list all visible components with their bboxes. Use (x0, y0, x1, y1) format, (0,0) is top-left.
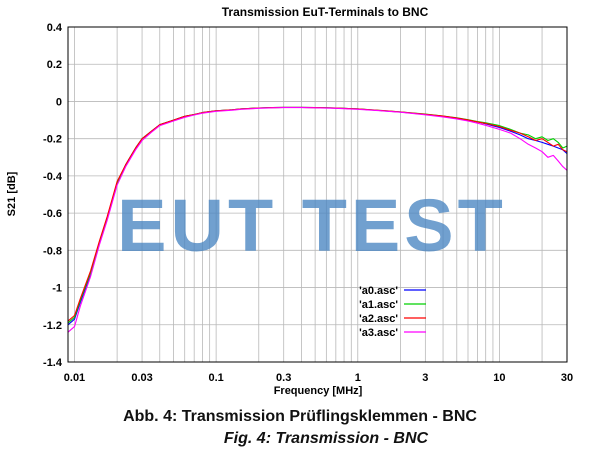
figure-caption-german: Abb. 4: Transmission Prüflingsklemmen - … (123, 408, 477, 425)
x-tick-label: 3 (422, 372, 428, 384)
y-tick-label: -1 (52, 283, 62, 295)
x-tick-label: 10 (493, 372, 505, 384)
y-tick-label: 0 (56, 96, 62, 108)
x-tick-label: 0.03 (131, 372, 152, 384)
y-tick-label: -0.2 (43, 134, 62, 146)
x-tick-label: 0.1 (208, 372, 223, 384)
chart: Transmission EuT-Terminals to BNC 0.4 0.2… (6, 5, 573, 397)
y-tick-label: 0.2 (47, 59, 62, 71)
y-tick-label: -1.2 (43, 320, 62, 332)
legend-label: 'a0.asc' (359, 285, 398, 297)
y-axis-label: S21 [dB] (6, 171, 18, 216)
x-tick-label: 0.01 (64, 372, 85, 384)
plot-frame (67, 26, 568, 363)
legend-label: 'a1.asc' (359, 299, 398, 311)
x-axis-label: Frequency [MHz] (274, 385, 363, 397)
y-tick-label: -0.4 (43, 171, 63, 183)
chart-title: Transmission EuT-Terminals to BNC (222, 5, 429, 19)
figure-caption-english: Fig. 4: Transmission - BNC (223, 430, 429, 447)
tick-labels: 0.4 0.2 0 -0.2 -0.4 -0.6 -0.8 -1 -1.2 -1.40.01 0.0… (43, 22, 573, 384)
y-tick-label: -0.8 (43, 245, 62, 257)
series-line-3 (67, 107, 568, 333)
x-tick-label: 1 (355, 372, 361, 384)
legend: 'a0.asc' 'a1.asc' 'a2.asc' 'a3.asc' (359, 285, 426, 339)
y-tick-label: 0.4 (47, 22, 63, 34)
series-lines (67, 106, 568, 333)
watermark-text: EUT TEST (117, 184, 507, 267)
x-tick-label: 0.3 (276, 372, 291, 384)
legend-label: 'a3.asc' (359, 327, 398, 339)
y-tick-label: -0.6 (43, 208, 62, 220)
y-tick-label: -1.4 (43, 357, 63, 369)
x-tick-label: 30 (561, 372, 573, 384)
legend-label: 'a2.asc' (359, 313, 398, 325)
